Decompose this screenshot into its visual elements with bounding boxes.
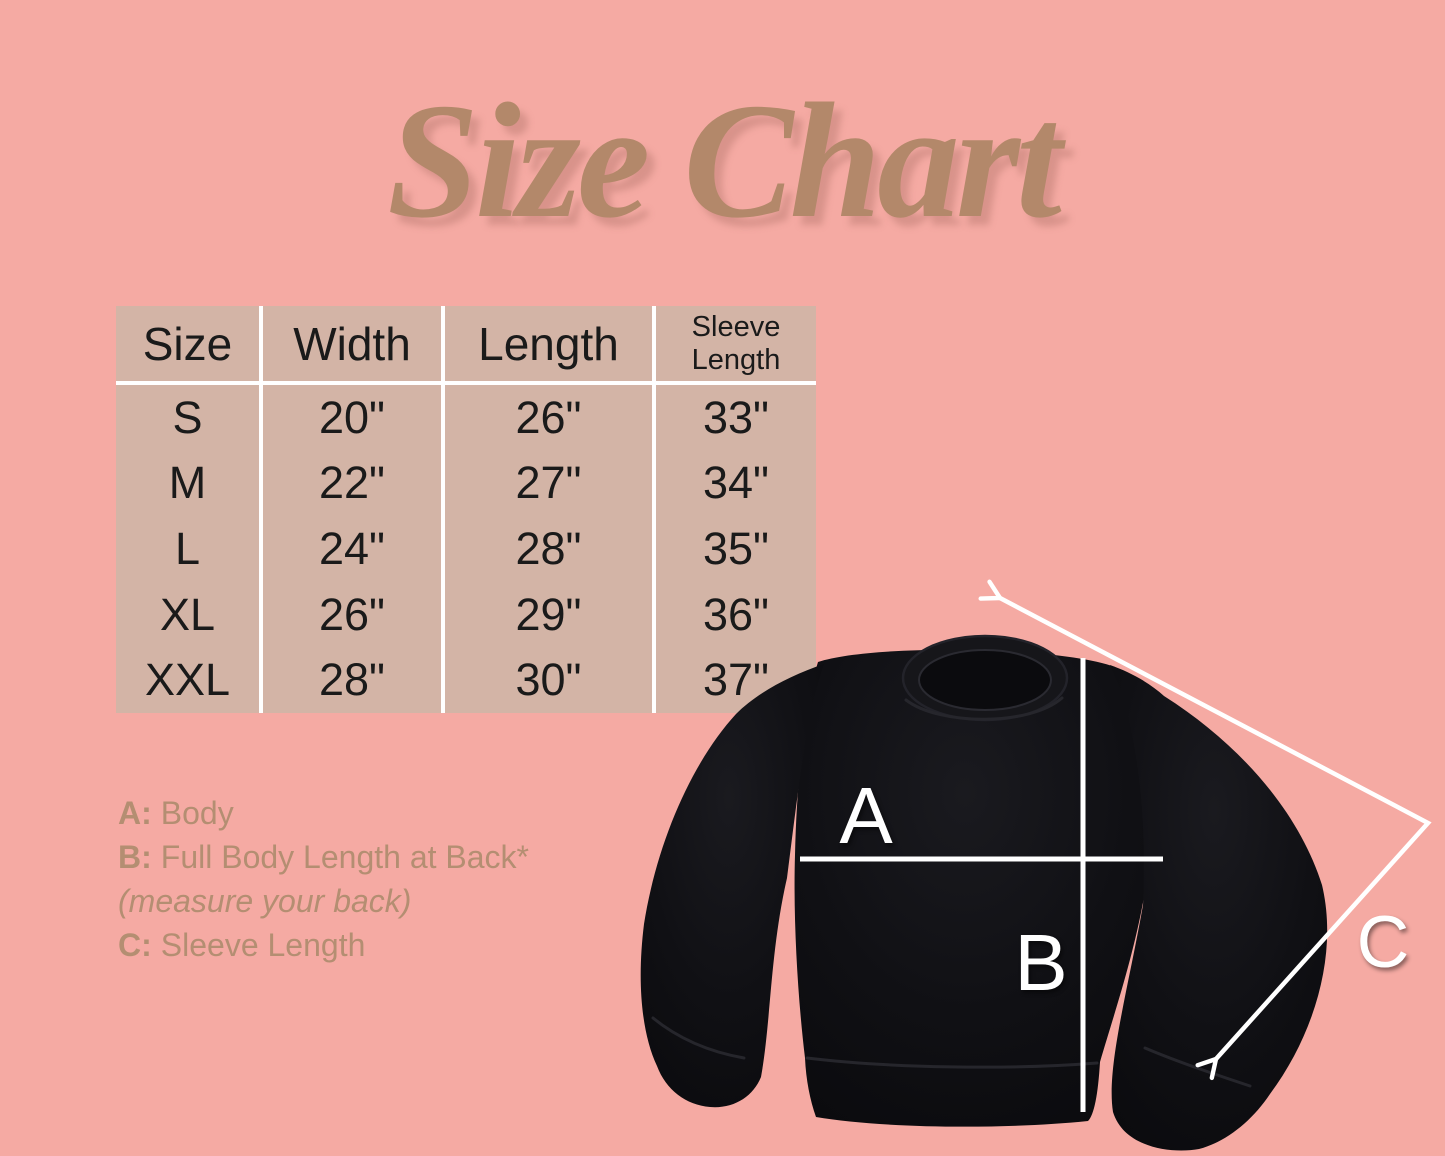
table-cell-size: XXL	[144, 654, 231, 706]
table-cell-sleeve: 36"	[652, 581, 816, 648]
table-cell-sleeve: 33"	[652, 385, 816, 451]
legend-line-note: (measure your back)	[118, 879, 529, 923]
table-header-size: Size	[116, 306, 259, 385]
table-cell-length: 30"	[441, 647, 652, 713]
table-cell-length: 29"	[441, 581, 652, 648]
legend-prefix-c: C:	[118, 926, 152, 963]
table-header-length: Length	[441, 306, 652, 385]
measurement-annotations: A B C	[800, 579, 1432, 1112]
left-cuff-seam	[651, 1016, 746, 1060]
table-header-sleeve-length: Sleeve Length	[652, 306, 816, 385]
measurement-label-b: B	[1014, 918, 1067, 1007]
table-cell-sleeve: 35"	[652, 516, 816, 582]
table-header-width: Width	[259, 306, 441, 385]
table-cell-size: S	[172, 391, 203, 443]
sweatshirt-collar-opening	[918, 649, 1052, 711]
table-cell-size: XL	[159, 588, 216, 640]
table-cell-sleeve: 34"	[652, 450, 816, 517]
table-cell-length: 26"	[441, 385, 652, 451]
legend-prefix-a: A:	[118, 794, 152, 831]
table-cell-width: 28"	[259, 647, 441, 713]
legend-line-b: B: Full Body Length at Back*	[118, 835, 529, 879]
table-cell-size: L	[174, 522, 201, 574]
table-cell-width: 20"	[259, 385, 441, 451]
measurement-arrow-c	[978, 579, 1432, 1081]
measurement-legend: A: Body B: Full Body Length at Back* (meas…	[118, 791, 529, 967]
legend-line-c: C: Sleeve Length	[118, 923, 529, 967]
measurement-label-a: A	[839, 771, 893, 860]
table-cell-width: 22"	[259, 450, 441, 517]
legend-label-c: Sleeve Length	[160, 926, 366, 963]
table-cell-width: 24"	[259, 516, 441, 582]
sweatshirt-illustration	[640, 634, 1328, 1151]
table-cell-length: 27"	[441, 450, 652, 517]
sweatshirt-right-sleeve	[1110, 665, 1328, 1151]
size-table: Size Width Length Sleeve Length S 20" 26…	[116, 306, 816, 713]
page-title: Size Chart	[387, 69, 1062, 252]
table-cell-length: 28"	[441, 516, 652, 582]
legend-label-note: (measure your back)	[118, 882, 412, 919]
measurement-label-c: C	[1357, 902, 1410, 983]
sweatshirt-left-sleeve	[640, 664, 824, 1108]
table-cell-size: M	[168, 457, 207, 509]
legend-prefix-b: B:	[118, 838, 152, 875]
legend-label-b: Full Body Length at Back*	[160, 838, 529, 875]
sweatshirt-body	[794, 649, 1150, 1127]
legend-line-a: A: Body	[118, 791, 529, 835]
table-cell-width: 26"	[259, 581, 441, 648]
legend-label-a: Body	[160, 794, 234, 831]
